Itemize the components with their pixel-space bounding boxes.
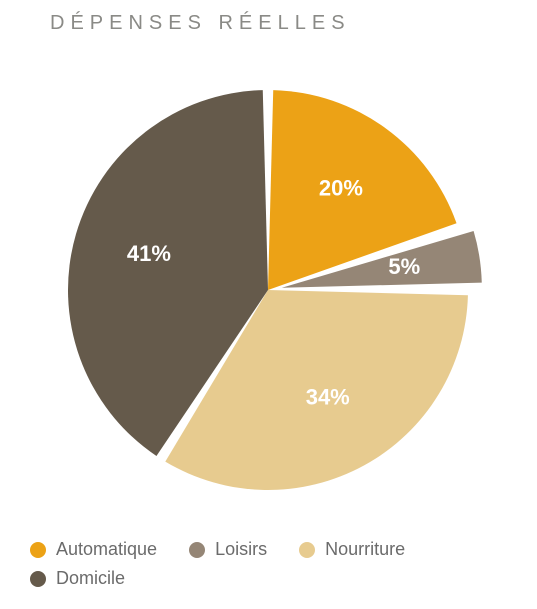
legend-swatch [30, 542, 46, 558]
slice-percent-label: 5% [388, 254, 420, 279]
legend-label: Nourriture [325, 539, 405, 560]
chart-title: DÉPENSES RÉELLES [50, 12, 351, 35]
legend-item: Automatique [30, 539, 157, 560]
slice-percent-label: 41% [127, 241, 171, 266]
legend-label: Automatique [56, 539, 157, 560]
legend-label: Loisirs [215, 539, 267, 560]
legend-swatch [30, 571, 46, 587]
legend-swatch [299, 542, 315, 558]
pie-chart: 20% 5% 34% 41% [0, 60, 537, 520]
slice-percent-label: 34% [306, 384, 350, 409]
legend-item: Domicile [30, 568, 125, 589]
legend-label: Domicile [56, 568, 125, 589]
chart-legend: Automatique Loisirs Nourriture Domicile [30, 539, 507, 589]
legend-swatch [189, 542, 205, 558]
slice-percent-label: 20% [319, 175, 363, 200]
legend-item: Loisirs [189, 539, 267, 560]
legend-item: Nourriture [299, 539, 405, 560]
